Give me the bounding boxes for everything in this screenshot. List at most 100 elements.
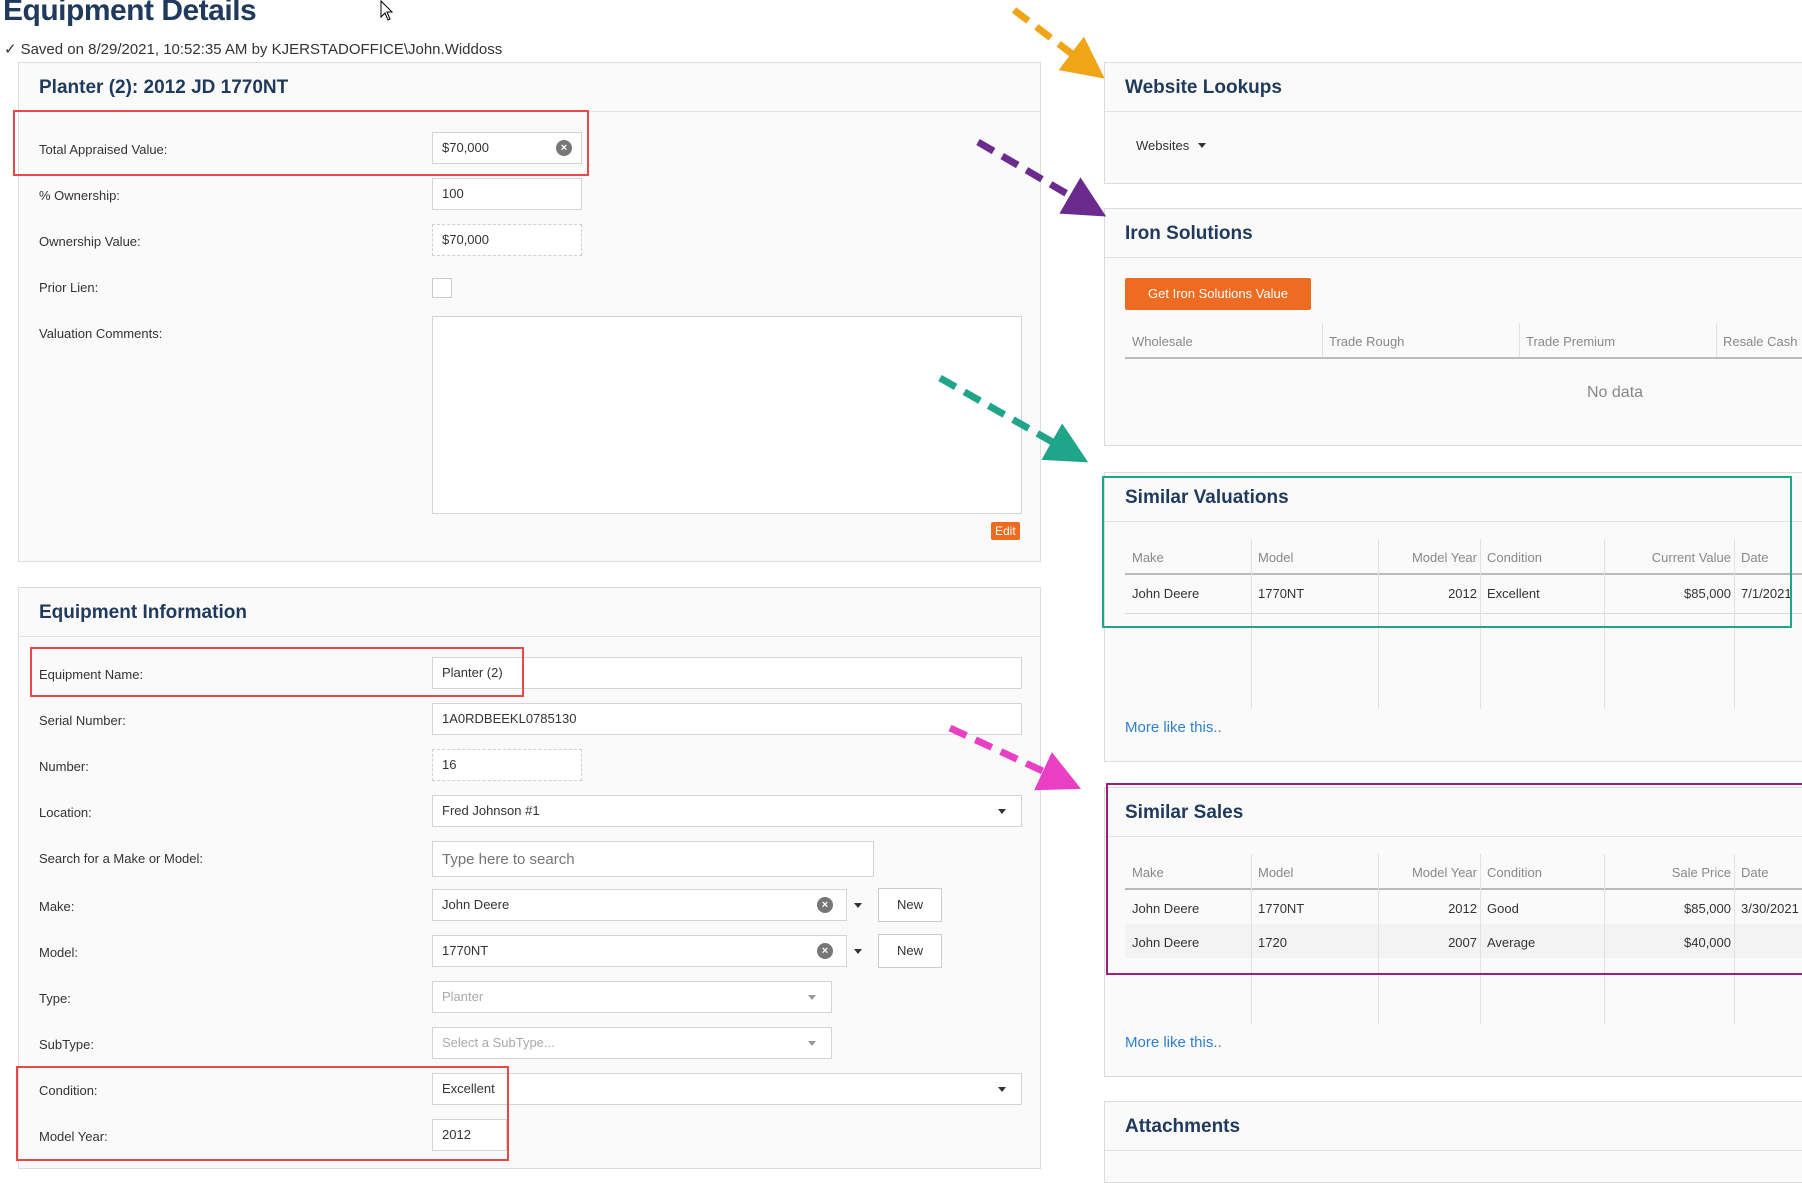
column-divider — [1251, 539, 1252, 709]
search-make-model-input[interactable] — [432, 841, 874, 877]
chevron-down-icon[interactable] — [854, 949, 862, 954]
website-lookups-panel: Website Lookups Websites — [1104, 62, 1802, 184]
saved-status-text: Saved on 8/29/2021, 10:52:35 AM by KJERS… — [20, 41, 503, 58]
column-header-trade-rough[interactable]: Trade Rough — [1329, 334, 1405, 349]
location-value: Fred Johnson #1 — [442, 803, 540, 818]
website-lookups-title: Website Lookups — [1125, 77, 1282, 98]
equipment-name-value: Planter (2) — [442, 665, 503, 680]
column-divider — [1480, 539, 1481, 709]
more-like-this-link[interactable]: More like this.. — [1125, 1034, 1222, 1051]
condition-select[interactable]: Excellent — [432, 1073, 1022, 1105]
column-divider — [1378, 539, 1379, 709]
similar-sales-panel: Similar Sales Make Model Model Year Cond… — [1104, 787, 1802, 1077]
equipment-name-input[interactable]: Planter (2) — [432, 657, 1022, 689]
ownership-value-label: Ownership Value: — [39, 234, 141, 249]
column-header-date[interactable]: Date — [1741, 865, 1769, 880]
column-header-current-value[interactable]: Current Value — [1651, 550, 1731, 565]
ownership-pct-label: % Ownership: — [39, 188, 120, 203]
chevron-down-icon[interactable] — [808, 1041, 816, 1046]
valuation-comments-textarea[interactable] — [432, 316, 1022, 514]
arrow-pink-icon — [948, 724, 1082, 791]
column-header-condition[interactable]: Condition — [1487, 865, 1542, 880]
clear-model-icon[interactable]: × — [817, 943, 833, 959]
more-like-this-link[interactable]: More like this.. — [1125, 719, 1222, 736]
number-label: Number: — [39, 759, 89, 774]
column-header-wholesale[interactable]: Wholesale — [1132, 334, 1193, 349]
cell-model: 1770NT — [1258, 586, 1305, 601]
get-iron-solutions-value-button[interactable]: Get Iron Solutions Value — [1125, 278, 1311, 310]
highlight-equipment-name — [30, 647, 524, 697]
model-year-input[interactable]: 2012 — [432, 1119, 507, 1151]
clear-make-icon[interactable]: × — [817, 897, 833, 913]
similar-sales-title: Similar Sales — [1125, 802, 1244, 823]
iron-solutions-panel: Iron Solutions Get Iron Solutions Value … — [1104, 208, 1802, 446]
clear-icon[interactable]: × — [556, 140, 572, 156]
serial-number-value: 1A0RDBEEKL0785130 — [442, 711, 577, 726]
cell-condition: Good — [1487, 901, 1519, 916]
ownership-value-field: $70,000 — [432, 224, 582, 256]
search-make-model-label: Search for a Make or Model: — [39, 851, 204, 866]
column-divider — [1480, 854, 1481, 1024]
mouse-cursor-icon — [380, 0, 394, 21]
column-header-model-year[interactable]: Model Year — [1411, 550, 1477, 565]
type-label: Type: — [39, 991, 71, 1006]
column-divider — [1251, 854, 1252, 1024]
chevron-down-icon[interactable] — [998, 1087, 1006, 1092]
equipment-name-label: Equipment Name: — [39, 667, 144, 682]
make-label: Make: — [39, 899, 75, 914]
cell-model-year: 2012 — [1448, 586, 1477, 601]
new-model-button[interactable]: New — [878, 934, 942, 968]
highlight-similar-sales — [1106, 783, 1802, 975]
column-header-make[interactable]: Make — [1132, 550, 1164, 565]
cell-make: John Deere — [1132, 901, 1200, 916]
column-header-date[interactable]: Date — [1741, 550, 1769, 565]
model-select[interactable]: 1770NT — [432, 935, 847, 967]
column-divider — [1519, 323, 1520, 357]
arrow-gold-icon — [1011, 7, 1105, 79]
chevron-down-icon[interactable] — [854, 903, 862, 908]
subtype-select[interactable]: Select a SubType... — [432, 1027, 832, 1059]
arrow-teal-icon — [938, 374, 1089, 463]
column-header-resale-cash[interactable]: Resale Cash — [1723, 334, 1798, 349]
column-divider — [1378, 854, 1379, 1024]
attachments-header: Attachments — [1105, 1102, 1802, 1151]
condition-value: Excellent — [442, 1081, 495, 1096]
make-select[interactable]: John Deere — [432, 889, 847, 921]
subtype-placeholder: Select a SubType... — [442, 1035, 555, 1050]
column-header-make[interactable]: Make — [1132, 865, 1164, 880]
annotation-arrows — [938, 7, 1107, 791]
prior-lien-checkbox[interactable] — [432, 278, 452, 298]
cell-model: 1720 — [1258, 935, 1287, 950]
ownership-pct-value: 100 — [442, 186, 464, 201]
cell-date: 3/30/2021 — [1741, 901, 1799, 916]
websites-dropdown[interactable]: Websites — [1136, 138, 1206, 153]
valuation-panel: Planter (2): 2012 JD 1770NT Total Apprai… — [18, 62, 1041, 562]
column-header-model[interactable]: Model — [1258, 550, 1294, 565]
edit-button[interactable]: Edit — [991, 522, 1020, 540]
column-header-model[interactable]: Model — [1258, 865, 1294, 880]
attachments-title: Attachments — [1125, 1116, 1241, 1137]
cell-make: John Deere — [1132, 935, 1200, 950]
type-value: Planter — [442, 989, 484, 1004]
column-divider — [1734, 539, 1735, 709]
column-divider — [1604, 854, 1605, 1024]
column-header-condition[interactable]: Condition — [1487, 550, 1542, 565]
column-header-sale-price[interactable]: Sale Price — [1671, 865, 1731, 880]
iron-solutions-header: Iron Solutions — [1105, 209, 1802, 258]
cell-condition: Average — [1487, 935, 1536, 950]
cell-date: 7/1/2021 — [1741, 586, 1792, 601]
new-make-button[interactable]: New — [878, 888, 942, 922]
valuation-panel-title: Planter (2): 2012 JD 1770NT — [39, 77, 289, 98]
location-select[interactable]: Fred Johnson #1 — [432, 795, 1022, 827]
ownership-value-value: $70,000 — [442, 232, 489, 247]
number-value: 16 — [442, 757, 457, 772]
serial-number-input[interactable]: 1A0RDBEEKL0785130 — [432, 703, 1022, 735]
ownership-pct-input[interactable]: 100 — [432, 178, 582, 210]
chevron-down-icon[interactable] — [998, 809, 1006, 814]
website-lookups-header: Website Lookups — [1105, 63, 1802, 112]
similar-sales-header: Similar Sales — [1105, 788, 1802, 837]
cell-make: John Deere — [1132, 586, 1200, 601]
column-header-model-year[interactable]: Model Year — [1411, 865, 1477, 880]
location-label: Location: — [39, 805, 92, 820]
column-header-trade-premium[interactable]: Trade Premium — [1526, 334, 1616, 349]
